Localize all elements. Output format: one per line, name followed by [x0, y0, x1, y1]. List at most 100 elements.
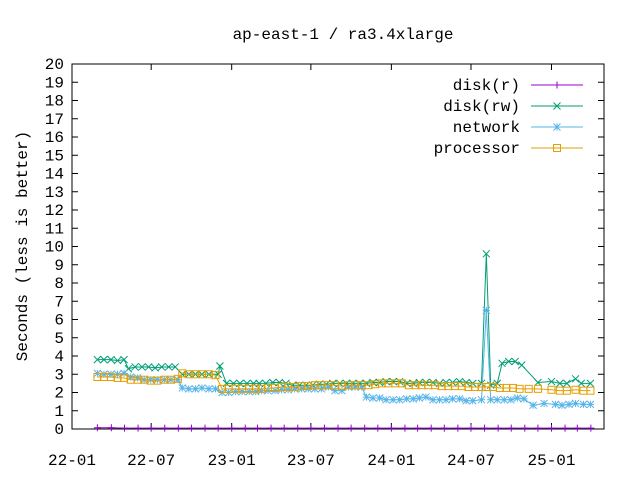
data-point [493, 379, 502, 388]
y-axis-label: Seconds (less is better) [14, 131, 32, 361]
y-tick-label: 2 [54, 385, 64, 403]
y-tick-label: 3 [54, 366, 64, 384]
y-tick-label: 14 [45, 166, 64, 184]
data-point [481, 424, 489, 432]
y-tick-label: 9 [54, 257, 64, 275]
legend-entry: processor [434, 140, 583, 158]
data-point [173, 374, 182, 383]
data-point [435, 395, 444, 404]
y-tick-label: 20 [45, 56, 64, 74]
x-tick-label: 23-01 [208, 452, 256, 470]
x-tick-label: 22-07 [127, 452, 175, 470]
data-point [216, 362, 224, 370]
data-point [271, 386, 279, 395]
data-point [184, 384, 193, 393]
data-point [375, 394, 384, 402]
data-point [161, 424, 169, 432]
y-tick-label: 6 [54, 312, 64, 330]
data-point [577, 379, 586, 388]
data-point [120, 355, 128, 364]
data-point [147, 424, 155, 432]
data-point [571, 385, 580, 394]
data-point [482, 249, 491, 258]
data-point [191, 384, 200, 393]
data-point [187, 424, 195, 432]
data-point [482, 306, 491, 315]
data-point [493, 395, 502, 404]
data-point [414, 424, 422, 432]
data-point [579, 400, 588, 409]
data-point [369, 394, 377, 402]
x-tick-label: 23-07 [287, 452, 335, 470]
data-point [440, 424, 448, 432]
data-point [93, 355, 102, 364]
y-tick-label: 7 [54, 293, 64, 311]
data-point [494, 424, 502, 432]
data-point [553, 144, 561, 152]
x-tick-label: 25-01 [527, 452, 575, 470]
data-point [511, 357, 520, 366]
data-point [290, 384, 299, 393]
data-point [324, 383, 333, 391]
data-point [395, 395, 404, 404]
data-point [228, 424, 236, 432]
data-point [558, 401, 566, 410]
data-point [238, 387, 247, 396]
data-point [121, 424, 128, 432]
data-point [251, 384, 260, 393]
plot-frame [71, 63, 605, 430]
series-line [97, 372, 591, 392]
data-point [573, 424, 581, 432]
data-point [331, 386, 339, 395]
data-point [382, 395, 390, 404]
data-point [477, 395, 486, 404]
data-point [198, 384, 206, 392]
data-point [304, 384, 313, 393]
data-point [205, 384, 213, 393]
data-point [362, 379, 371, 388]
data-point [131, 363, 139, 371]
data-point [241, 424, 249, 432]
x-tick-label: 24-01 [367, 452, 415, 470]
data-point [415, 394, 424, 402]
data-point [267, 424, 275, 432]
data-point [351, 383, 359, 391]
data-point [231, 387, 240, 396]
legend: disk(r) disk(rw) network processor [434, 77, 583, 158]
data-point [586, 400, 595, 409]
data-point [153, 375, 162, 384]
plot-axes [71, 63, 605, 430]
data-point [344, 383, 353, 391]
data-point [486, 395, 495, 404]
data-point [146, 375, 155, 384]
data-point [553, 102, 561, 110]
data-point [498, 359, 506, 368]
data-point [362, 393, 371, 401]
data-point [171, 363, 180, 371]
data-point [587, 424, 595, 432]
data-point [562, 379, 571, 388]
data-point [454, 424, 462, 432]
data-point [120, 369, 128, 378]
data-point [280, 424, 288, 432]
data-point [455, 395, 464, 403]
y-tick-label: 12 [45, 202, 64, 220]
data-point [401, 424, 409, 432]
y-tick-label: 13 [45, 184, 64, 202]
y-tick-label: 19 [45, 74, 64, 92]
data-point [565, 400, 573, 409]
data-point [126, 373, 135, 381]
data-point [138, 363, 146, 371]
data-point [251, 387, 260, 396]
data-point [561, 424, 569, 432]
data-point [211, 384, 220, 393]
data-point [93, 424, 101, 432]
data-point [553, 81, 561, 89]
data-point [347, 424, 355, 432]
legend-entry: network [453, 119, 583, 137]
data-point [320, 424, 328, 432]
data-point [338, 386, 346, 395]
y-tick-label: 0 [54, 421, 64, 439]
